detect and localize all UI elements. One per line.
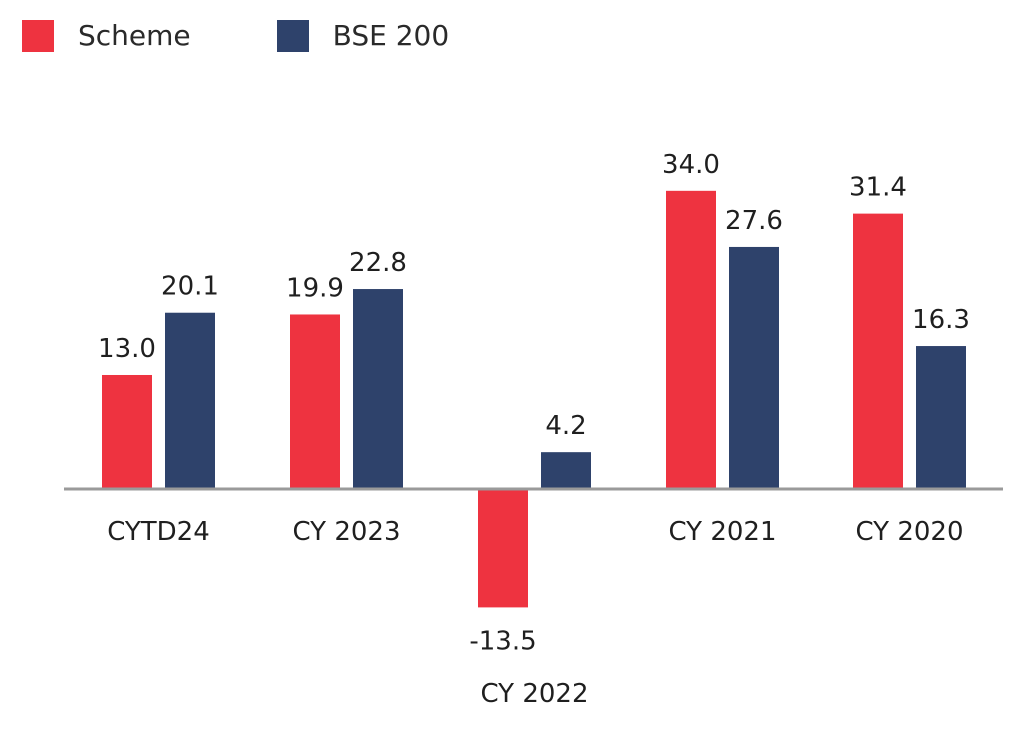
category-label-cytd24: CYTD24 bbox=[107, 517, 210, 547]
value-label-bse-200-cy-2021: 27.6 bbox=[725, 206, 783, 236]
bar-scheme-cytd24 bbox=[102, 374, 152, 489]
value-label-bse-200-cytd24: 20.1 bbox=[161, 272, 219, 302]
value-label-bse-200-cy-2022: 4.2 bbox=[545, 411, 586, 441]
category-label-cy-2020: CY 2020 bbox=[855, 517, 963, 547]
value-label-scheme-cytd24: 13.0 bbox=[98, 334, 156, 364]
value-label-bse-200-cy-2023: 22.8 bbox=[349, 248, 407, 278]
legend-swatch-bse-200 bbox=[276, 20, 309, 52]
chart-legend: Scheme BSE 200 bbox=[22, 16, 535, 56]
category-label-cy-2021: CY 2021 bbox=[668, 517, 776, 547]
legend-item-bse-200: BSE 200 bbox=[276, 16, 450, 56]
value-label-bse-200-cy-2020: 16.3 bbox=[912, 305, 970, 335]
legend-label-scheme: Scheme bbox=[78, 19, 191, 52]
value-label-scheme-cy-2022: -13.5 bbox=[469, 626, 536, 656]
bar-scheme-cy-2021 bbox=[666, 190, 716, 489]
bar-bse-200-cytd24 bbox=[165, 312, 215, 489]
bar-bse-200-cy-2023 bbox=[353, 289, 403, 489]
legend-swatch-scheme bbox=[22, 20, 54, 52]
category-label-cy-2022: CY 2022 bbox=[480, 679, 588, 709]
bar-bse-200-cy-2022 bbox=[541, 452, 591, 489]
legend-item-scheme: Scheme bbox=[22, 16, 191, 56]
value-label-scheme-cy-2023: 19.9 bbox=[286, 273, 344, 303]
value-label-scheme-cy-2020: 31.4 bbox=[849, 173, 907, 203]
legend-label-bse-200: BSE 200 bbox=[332, 19, 450, 52]
bar-scheme-cy-2022 bbox=[478, 489, 528, 608]
bar-bse-200-cy-2020 bbox=[916, 346, 966, 489]
bar-bse-200-cy-2021 bbox=[729, 246, 779, 489]
category-label-cy-2023: CY 2023 bbox=[292, 517, 400, 547]
value-label-scheme-cy-2021: 34.0 bbox=[662, 150, 720, 180]
bar-scheme-cy-2023 bbox=[290, 314, 340, 489]
bar-scheme-cy-2020 bbox=[853, 213, 903, 489]
